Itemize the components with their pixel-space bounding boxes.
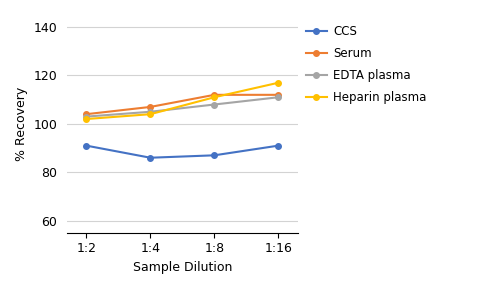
Serum [212,93,217,97]
Heparin plasma [276,81,281,84]
Serum [147,105,153,109]
CCS [147,156,153,160]
Line: Heparin plasma: Heparin plasma [84,80,281,122]
CCS [276,144,281,147]
Heparin plasma [147,112,153,116]
Heparin plasma [212,96,217,99]
Legend: CCS, Serum, EDTA plasma, Heparin plasma: CCS, Serum, EDTA plasma, Heparin plasma [306,25,426,104]
Line: EDTA plasma: EDTA plasma [84,95,281,119]
CCS [212,153,217,157]
EDTA plasma [276,96,281,99]
EDTA plasma [212,103,217,106]
X-axis label: Sample Dilution: Sample Dilution [132,261,232,274]
Serum [84,112,89,116]
EDTA plasma [147,110,153,114]
Line: CCS: CCS [84,143,281,160]
EDTA plasma [84,115,89,118]
Line: Serum: Serum [84,92,281,117]
Y-axis label: % Recovery: % Recovery [15,87,28,161]
Heparin plasma [84,117,89,121]
Serum [276,93,281,97]
CCS [84,144,89,147]
